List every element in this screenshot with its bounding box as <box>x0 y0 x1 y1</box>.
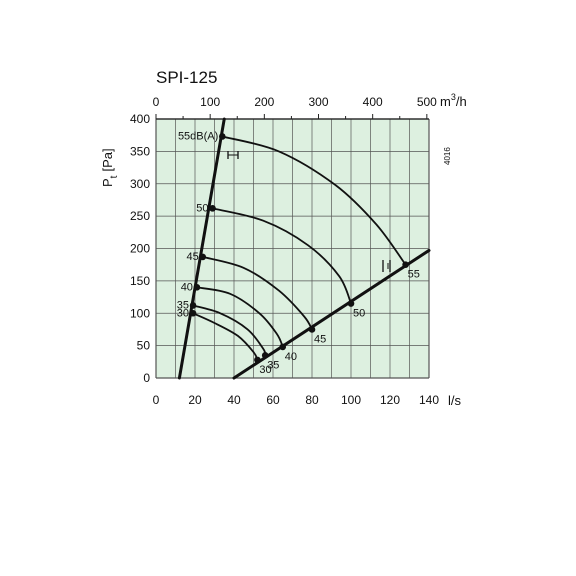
curve-start-point-30 <box>189 309 197 317</box>
curve-start-label-55: 55dB(A) <box>178 130 218 142</box>
y-tick-label: 400 <box>130 112 150 126</box>
x-tick-label: 140 <box>419 393 439 407</box>
x2-unit-sup: 3 <box>451 92 456 102</box>
x2-tick-label: 200 <box>254 95 274 109</box>
y-tick-label: 250 <box>130 209 150 223</box>
curve-end-point-50 <box>347 300 355 307</box>
noise-curve-35 <box>192 304 267 356</box>
curve-start-point-35 <box>189 302 197 309</box>
x2-tick-label: 300 <box>308 95 328 109</box>
noise-curve-45 <box>202 256 313 330</box>
y-tick-label: 150 <box>130 274 150 288</box>
curve-start-point-45 <box>199 253 207 261</box>
curve-end-label-35: 35 <box>267 359 279 371</box>
y-tick-label: 350 <box>130 144 150 158</box>
curve-end-point-35 <box>261 352 269 359</box>
y-tick-label: 300 <box>130 177 150 191</box>
curve-end-label-50: 50 <box>353 308 365 320</box>
y-axis-label-unit: [Pa] <box>100 148 115 171</box>
x-tick-label: 0 <box>153 393 160 407</box>
y-tick-label: 200 <box>130 242 150 256</box>
curve-start-label-50: 50 <box>196 202 208 214</box>
curve-end-label-45: 45 <box>314 333 326 345</box>
y-axis-label-sub: t <box>109 175 120 178</box>
x-tick-label: 40 <box>227 393 241 407</box>
noise-curve-40 <box>196 286 284 348</box>
x-tick-label: 60 <box>266 393 280 407</box>
y-tick-label: 100 <box>130 306 150 320</box>
x-axis-unit-label: l/s <box>448 393 462 408</box>
measurement-symbol-icon <box>382 260 391 272</box>
y-tick-label: 0 <box>143 371 150 385</box>
curve-end-point-45 <box>308 326 316 333</box>
curve-end-label-40: 40 <box>285 351 297 363</box>
measurement-symbol-icon <box>227 151 239 159</box>
x2-axis-unit-label: m3/h <box>440 92 467 109</box>
noise-curve-50 <box>212 207 352 304</box>
noise-curve-30 <box>192 312 259 361</box>
x2-unit-base: m <box>440 94 451 109</box>
x2-tick-label: 400 <box>363 95 383 109</box>
curve-start-point-55 <box>219 133 226 140</box>
curve-start-label-40: 40 <box>181 281 193 293</box>
curve-end-point-40 <box>279 343 287 351</box>
y-tick-label: 50 <box>137 339 151 353</box>
noise-curve-55 <box>222 135 407 266</box>
operating-points <box>189 133 409 364</box>
x2-tick-label: 100 <box>200 95 220 109</box>
y-axis-label-main: P <box>100 178 115 187</box>
measurement-symbols <box>227 151 391 272</box>
x-tick-label: 100 <box>341 393 361 407</box>
curve-end-label-30: 30 <box>259 364 271 376</box>
x-tick-label: 20 <box>188 393 202 407</box>
curve-end-label-55: 55 <box>408 269 420 281</box>
y-axis-label: Pt [Pa] <box>100 148 120 187</box>
boundary-line-low-flow <box>177 117 226 380</box>
chart-code-label: 4016 <box>443 147 452 165</box>
x2-tick-label: 500 <box>417 95 437 109</box>
x-tick-label: 120 <box>380 393 400 407</box>
curve-start-label-45: 45 <box>187 251 199 263</box>
curve-end-point-30 <box>254 356 261 364</box>
x-tick-label: 80 <box>305 393 319 407</box>
x2-tick-label: 0 <box>153 95 160 109</box>
curve-start-label-30: 30 <box>177 307 189 319</box>
curve-start-point-40 <box>193 284 201 291</box>
curve-start-point-50 <box>209 205 216 212</box>
chart-title: SPI-125 <box>156 68 217 87</box>
x2-unit-rest: /h <box>456 94 467 109</box>
curve-end-point-55 <box>402 261 409 268</box>
curve-start-label-35: 35 <box>177 299 189 311</box>
